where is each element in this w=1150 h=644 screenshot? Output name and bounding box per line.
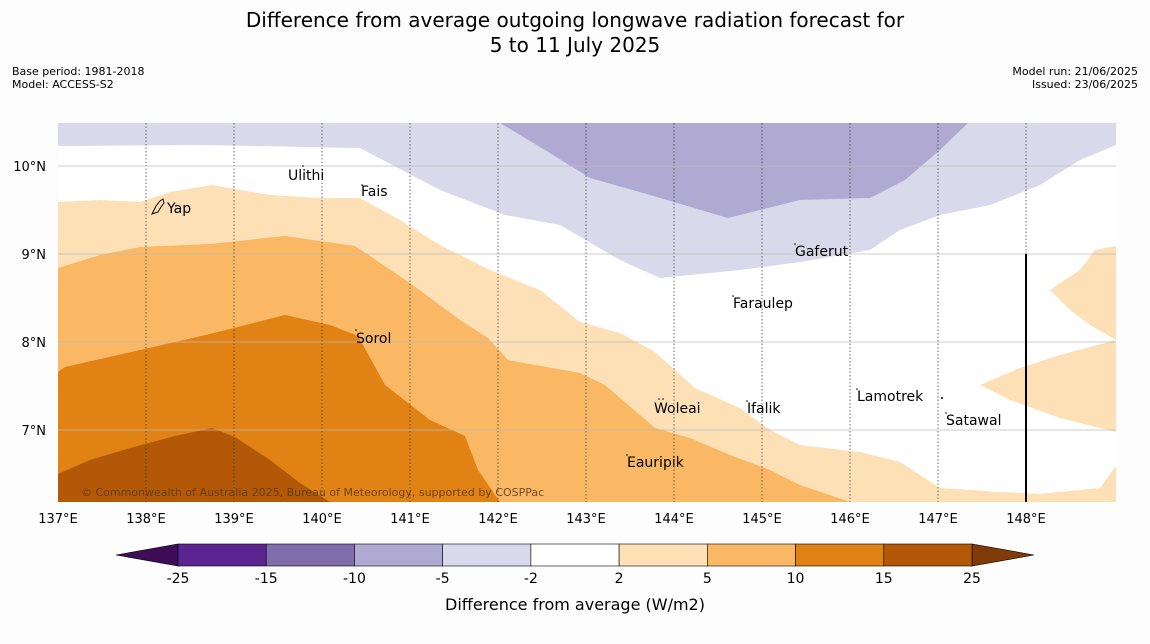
colorbar-tick-label: 2 <box>615 571 624 587</box>
lat-ticks: 10°N 9°N 8°N 7°N <box>13 160 46 439</box>
map-title: Difference from average outgoing longwav… <box>0 8 1150 58</box>
colorbar-segment <box>442 543 532 567</box>
lon-tick: 148°E <box>1006 512 1046 527</box>
lat-tick: 7°N <box>22 424 47 439</box>
issued-date: Issued: 23/06/2025 <box>1031 78 1138 91</box>
lon-tick: 138°E <box>126 512 166 527</box>
meta-right: Model run: 21/06/2025 Issued: 23/06/2025 <box>1012 65 1138 91</box>
contour-pos15 <box>58 428 330 502</box>
lon-tick: 142°E <box>478 512 518 527</box>
lat-tick: 9°N <box>22 248 47 263</box>
colorbar-segment <box>795 543 885 567</box>
colorbar-tick-label: 10 <box>787 571 805 587</box>
copyright-notice: © Commonwealth of Australia 2025, Bureau… <box>81 486 544 499</box>
lon-gridlines <box>145 123 1027 502</box>
meta-left: Base period: 1981-2018 Model: ACCESS-S2 <box>12 65 144 91</box>
colorbar-segment <box>618 543 708 567</box>
colorbar-tick-label: -2 <box>524 571 538 587</box>
colorbar-ticks: -25 -15 -10 -5 -2 2 5 10 15 25 <box>167 571 981 587</box>
model-name: Model: ACCESS-S2 <box>12 78 114 91</box>
lon-tick: 139°E <box>214 512 254 527</box>
lon-tick: 141°E <box>390 512 430 527</box>
place-satawal: Satawal <box>946 413 1001 429</box>
colorbar-segment <box>883 543 973 567</box>
colorbar-tick-label: -10 <box>343 571 366 587</box>
base-period: Base period: 1981-2018 <box>12 65 145 78</box>
title-line-2: 5 to 11 July 2025 <box>489 33 661 57</box>
contour-pos2-east <box>1050 246 1116 340</box>
colorbar-tick-label: -25 <box>167 571 190 587</box>
lat-tick: 8°N <box>22 336 47 351</box>
place-faraulep: Faraulep <box>733 296 793 312</box>
colorbar-extend-low <box>115 543 179 567</box>
place-ifalik: Ifalik <box>747 401 781 417</box>
lon-ticks: 137°E 138°E 139°E 140°E 141°E 142°E 143°… <box>38 512 1046 527</box>
title-line-1: Difference from average outgoing longwav… <box>245 8 905 32</box>
place-gaferut: Gaferut <box>795 244 849 260</box>
colorbar-tick-label: 15 <box>875 571 893 587</box>
place-ulithi: Ulithi <box>288 168 324 184</box>
contour-neg10 <box>500 123 968 218</box>
colorbar-segment <box>265 543 355 567</box>
colorbar-segments <box>177 543 973 567</box>
yap-island-icon <box>151 198 165 215</box>
colorbar-extend-high <box>971 543 1035 567</box>
lon-tick: 143°E <box>566 512 606 527</box>
colorbar-segment <box>530 543 620 567</box>
colorbar: -25 -15 -10 -5 -2 2 5 10 15 25 Difference from av… <box>115 543 1035 614</box>
place-yap: Yap <box>166 201 191 217</box>
colorbar-segment <box>707 543 796 567</box>
lon-tick: 140°E <box>302 512 342 527</box>
colorbar-segment <box>177 543 267 567</box>
place-eauripik: Eauripik <box>627 455 685 471</box>
place-fais: Fais <box>361 184 388 200</box>
model-run: Model run: 21/06/2025 <box>1012 65 1138 78</box>
lon-tick: 137°E <box>38 512 78 527</box>
colorbar-tick-label: 5 <box>703 571 712 587</box>
lat-gridlines <box>58 165 1116 431</box>
colorbar-tick-label: -5 <box>436 571 450 587</box>
lon-tick: 147°E <box>918 512 958 527</box>
place-sorol: Sorol <box>356 331 391 347</box>
map-area: Yap Ulithi Fais Gaferut Faraulep Sorol W… <box>58 123 1116 502</box>
lon-tick: 145°E <box>742 512 782 527</box>
colorbar-label: Difference from average (W/m2) <box>445 595 705 614</box>
place-woleai: Woleai <box>654 401 701 417</box>
lat-tick: 10°N <box>13 160 46 175</box>
lon-tick: 146°E <box>830 512 870 527</box>
island-dots <box>302 165 947 456</box>
contour-pos2-east2 <box>980 340 1116 432</box>
colorbar-tick-label: 25 <box>963 571 981 587</box>
lon-tick: 144°E <box>654 512 694 527</box>
place-lamotrek: Lamotrek <box>857 389 924 405</box>
colorbar-segment <box>354 543 443 567</box>
colorbar-tick-label: -15 <box>255 571 278 587</box>
